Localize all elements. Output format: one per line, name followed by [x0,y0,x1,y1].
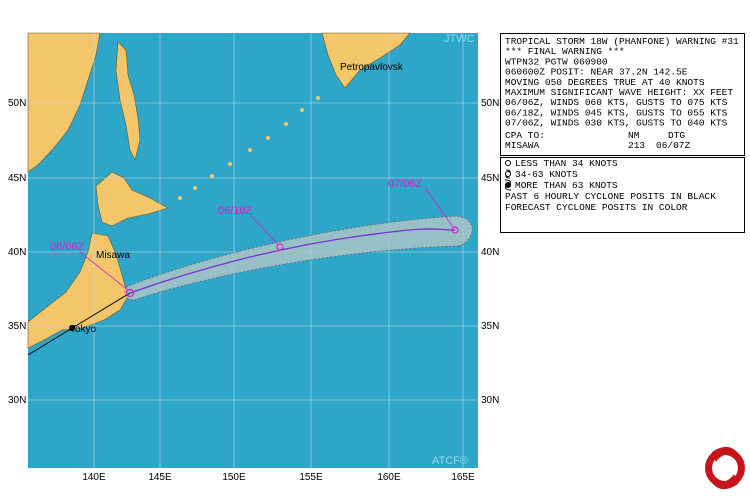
lon-label: 165E [451,472,475,483]
warning-line: 07/06Z, WINDS 030 KTS, GUSTS TO 040 KTS [505,118,728,129]
lat-label: 40N [481,247,499,258]
land [27,32,411,349]
logo-inner [712,455,738,481]
lon-label: 155E [299,472,323,483]
forecast-label: 06/18Z [218,205,253,217]
logo [705,446,745,490]
past-track [27,292,131,356]
cpa-header: DTG [668,130,685,141]
position-06-06z [125,288,135,298]
danger-area [124,215,473,301]
legend-note: FORECAST CYCLONE POSITS IN COLOR [505,202,688,213]
map: JTWC ATCF® Petropavlovsk Misawa Tokyo 06… [27,32,478,468]
lat-label: 30N [481,395,499,406]
warning-lines: TROPICAL STORM 18W (PHANFONE) WARNING #3… [505,36,739,129]
warning-line: MOVING 050 DEGREES TRUE AT 40 KNOTS [505,77,705,88]
cpa-cell: 213 [628,140,645,151]
cpa-cell: 06/07Z [656,140,691,151]
position-06-18z [276,243,284,251]
sakhalin [115,41,141,161]
forecast-label: 06/06Z [50,241,85,253]
kuril-islands [178,96,320,200]
lat-label: 35N [481,321,499,332]
honshu [27,232,129,349]
tokyo-dot [69,325,75,331]
place-label: Petropavlovsk [340,62,404,73]
warning-panel: TROPICAL STORM 18W (PHANFONE) WARNING #3… [500,33,745,233]
lat-label: 40N [8,247,26,258]
lat-label: 50N [481,98,499,109]
atcf-label: ATCF® [432,455,468,467]
label-leaders [79,187,454,291]
jtwc-label: JTWC [444,33,475,45]
lon-label: 160E [377,472,401,483]
hokkaido [95,171,169,227]
cpa-cell: MISAWA [505,140,540,151]
warning-line: TROPICAL STORM 18W (PHANFONE) WARNING #3… [505,36,739,47]
legend-entry: 34-63 KNOTS [515,169,578,180]
kamchatka [321,32,411,89]
legend-entry: MORE THAN 63 KNOTS [515,180,618,191]
warning-line: 06/18Z, WINDS 045 KTS, GUSTS TO 055 KTS [505,107,728,118]
lon-label: 150E [222,472,246,483]
axis-labels: 50N 50N 45N 45N 40N 40N 35N 35N 30N 30N 140E 145E 15… [8,98,499,483]
lat-label: 50N [8,98,26,109]
lat-label: 30N [8,395,26,406]
forecast-label: 07/06Z [388,178,423,190]
place-label: Misawa [96,250,130,261]
legend-box [500,157,745,233]
warning-box [500,33,745,156]
warning-line: MAXIMUM SIGNIFICANT WAVE HEIGHT: XX FEET [505,87,733,98]
legend-entry: LESS THAN 34 KNOTS [515,158,618,169]
cpa-header: NM [628,130,640,141]
position-07-06z [451,226,459,234]
place-label: Tokyo [70,324,97,335]
legend-note: PAST 6 HOURLY CYCLONE POSITS IN BLACK [505,191,716,202]
logo-swirl [710,446,740,490]
forecast-track [129,228,456,294]
warning-line: *** FINAL WARNING *** [505,46,625,57]
lon-label: 140E [82,472,106,483]
lon-label: 145E [148,472,172,483]
warning-line: 06/06Z, WINDS 060 KTS, GUSTS TO 075 KTS [505,97,728,108]
cpa-header: CPA TO: [505,130,545,141]
legend-symbol [505,160,511,166]
mainland [27,32,101,173]
warning-line: 060600Z POSIT: NEAR 37.2N 142.5E [505,67,688,78]
lat-label: 45N [481,173,499,184]
warning-line: WTPN32 PGTW 060900 [505,56,608,67]
legend-symbol [504,179,512,191]
lat-label: 35N [8,321,26,332]
legend-symbol [505,169,511,179]
lat-label: 45N [8,173,26,184]
